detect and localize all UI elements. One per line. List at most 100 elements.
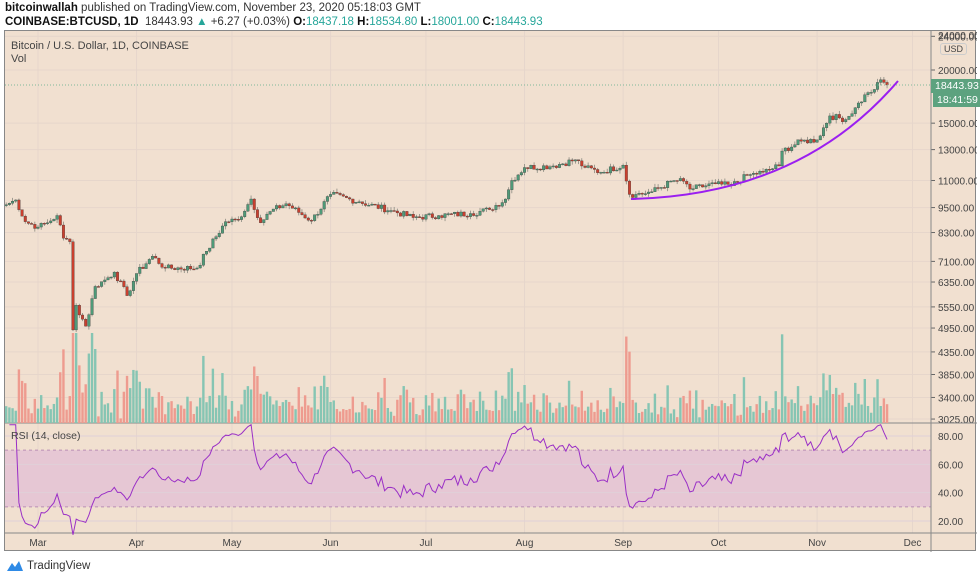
volume-bar: [249, 389, 253, 423]
volume-bar: [863, 379, 866, 423]
volume-bar: [361, 401, 364, 423]
candle: [399, 212, 402, 217]
volume-bar: [224, 395, 227, 423]
rsi-tick-label: 60.00: [938, 460, 963, 471]
candle: [608, 166, 612, 174]
price-tick-label: 4950.00: [938, 324, 975, 335]
price-chart[interactable]: 24000.00 20000.00 15000.00 13000.00 11000.00…: [5, 31, 977, 552]
candle: [860, 101, 864, 104]
volume-bar: [825, 390, 828, 423]
candle: [290, 205, 294, 209]
candle: [275, 205, 278, 210]
candle: [551, 165, 555, 168]
candle: [271, 208, 275, 212]
volume-bar: [583, 410, 587, 423]
volume-bar: [621, 402, 625, 423]
volume-bar: [20, 380, 24, 423]
volume-bar: [288, 401, 291, 423]
volume-bar: [866, 406, 870, 423]
candle: [806, 139, 810, 144]
candle: [634, 194, 638, 198]
volume-bar: [262, 394, 265, 423]
volume-bar: [590, 402, 593, 423]
candle: [812, 139, 816, 143]
volume-bar: [113, 389, 116, 423]
volume-bar: [160, 396, 164, 423]
volume-bar: [482, 400, 485, 423]
open-value: 18437.18: [305, 16, 354, 28]
volume-bar: [415, 414, 418, 423]
candle: [526, 167, 530, 169]
volume-bar: [532, 394, 536, 423]
candle: [341, 194, 345, 197]
volume-bar: [456, 394, 459, 423]
candle: [796, 139, 800, 145]
candle: [793, 144, 797, 148]
candle: [469, 213, 472, 217]
volume-bar: [739, 414, 742, 423]
candle: [354, 201, 358, 204]
candle: [780, 150, 784, 167]
candle: [834, 114, 838, 120]
volume-bar: [319, 385, 323, 423]
volume-bar: [860, 404, 863, 423]
symbol-info: COINBASE:BTCUSD, 1D 18443.93 ▲ +6.27 (+0…: [5, 16, 543, 28]
volume-bar: [714, 405, 717, 423]
volume-bar: [831, 394, 835, 423]
candle: [688, 183, 692, 190]
candle: [201, 253, 205, 266]
volume-bar: [847, 402, 851, 423]
volume-bar: [520, 402, 523, 423]
price-tick-label: 15000.00: [938, 119, 977, 130]
volume-bar: [179, 405, 183, 423]
tradingview-logo[interactable]: TradingView: [6, 559, 90, 573]
candle: [761, 171, 765, 173]
candle: [17, 199, 21, 210]
volume-bar: [246, 386, 250, 423]
candle: [656, 187, 660, 189]
candle: [147, 259, 151, 264]
volume-bar: [838, 394, 841, 423]
volume-bar: [609, 387, 612, 423]
volume-bar: [796, 386, 800, 423]
candle: [777, 164, 781, 167]
time-tick-label: Sep: [614, 538, 632, 549]
candle: [774, 164, 778, 169]
chart-frame[interactable]: 24000.00 20000.00 15000.00 13000.00 11000.00…: [4, 30, 980, 552]
price-tick-label: 7100.00: [938, 257, 975, 268]
volume-bar: [596, 400, 599, 423]
volume-bar: [558, 402, 561, 423]
volume-bar: [494, 390, 498, 423]
candle: [421, 217, 425, 220]
candle: [411, 214, 415, 218]
candle: [869, 92, 873, 94]
candle: [866, 92, 870, 95]
candle: [564, 163, 568, 166]
time-tick-label: Aug: [516, 538, 534, 549]
candle: [694, 184, 698, 189]
candle: [876, 82, 879, 90]
candle: [497, 205, 501, 207]
volume-bar: [571, 404, 574, 423]
currency-button[interactable]: USD: [940, 43, 968, 55]
volume-bar: [392, 415, 396, 423]
candle: [612, 166, 616, 172]
candle: [265, 213, 269, 220]
volume-bar: [221, 373, 224, 423]
volume-bar: [653, 393, 657, 423]
volume-bar: [736, 415, 739, 423]
publish-info: bitcoinwallah published on TradingView.c…: [5, 2, 421, 14]
rsi-line: [9, 423, 888, 535]
candle: [138, 266, 142, 274]
candle: [726, 181, 730, 185]
candle: [456, 211, 460, 217]
volume-bar: [641, 411, 644, 423]
volume-bar: [882, 398, 886, 423]
candle: [100, 281, 104, 287]
candle: [529, 165, 533, 169]
volume-bar: [284, 399, 288, 423]
price-tick-label: 24000.00: [938, 31, 977, 42]
candle: [170, 264, 174, 269]
volume-bar: [695, 390, 698, 423]
candle: [370, 203, 374, 206]
